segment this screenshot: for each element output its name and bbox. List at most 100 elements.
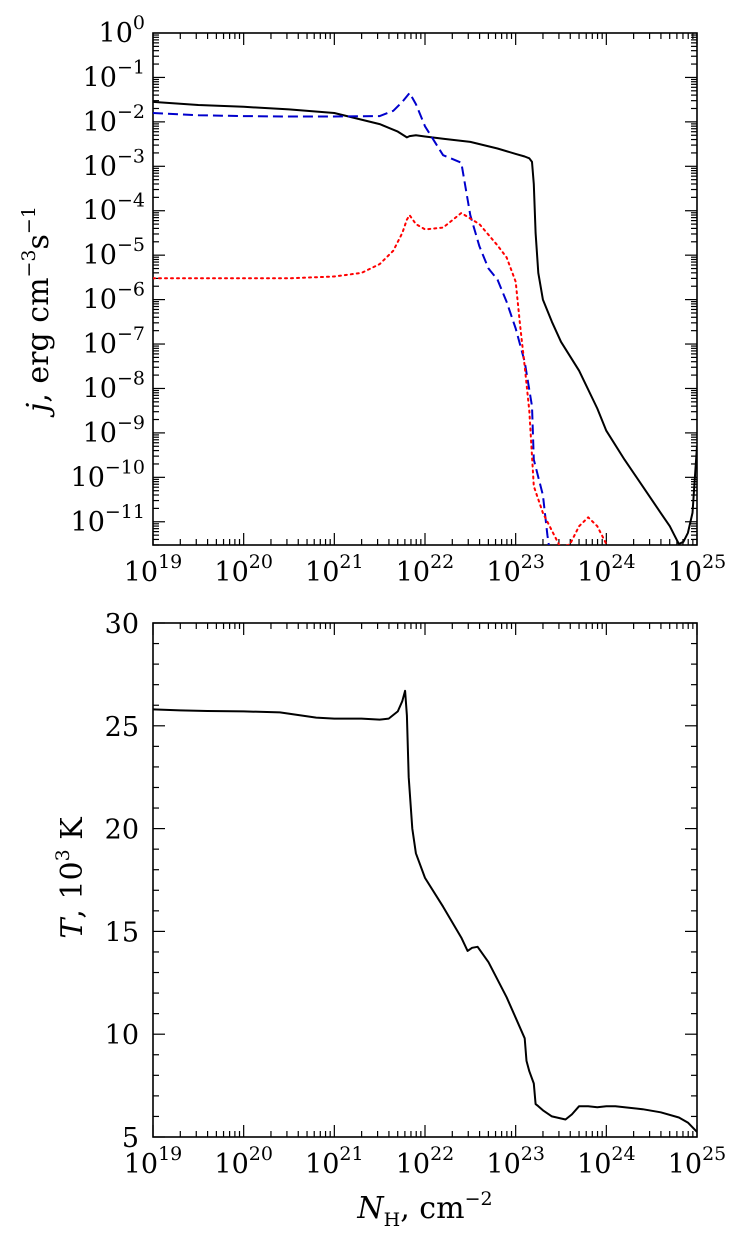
x-tick-base: 10 (214, 557, 248, 588)
y-tick-exponent: −6 (117, 279, 145, 301)
series-line-T (153, 689, 697, 1133)
y-tick-label: 10 (105, 1020, 139, 1051)
x-axis-unit-text: , cm (400, 1191, 464, 1226)
series-group (153, 689, 697, 1133)
x-tick-label: 1021 (305, 1143, 364, 1180)
y-tick-exponent: −4 (117, 190, 145, 212)
y-tick-label: 10−8 (83, 367, 145, 404)
x-tick-base: 10 (396, 557, 430, 588)
y-tick-base: 10 (83, 373, 117, 404)
x-tick-label: 1024 (577, 551, 636, 588)
x-tick-exponent: 20 (249, 551, 273, 573)
y-tick-base: 10 (83, 196, 117, 227)
temperature-panel: 1019 1020 1021 1022 1023 1024 102551015202530T… (52, 609, 726, 1231)
y-axis-unit-text: s (21, 234, 56, 249)
x-ticks (152, 33, 698, 545)
x-tick-exponent: 24 (611, 551, 635, 573)
x-tick-label: 1020 (214, 551, 273, 588)
y-tick-label: 10−2 (83, 101, 145, 138)
y-tick-base: 10 (99, 18, 133, 49)
x-tick-exponent: 19 (158, 551, 182, 573)
x-tick-exponent: 20 (249, 1143, 273, 1165)
y-axis-exponent: −1 (18, 206, 40, 234)
x-axis-exponent: −2 (465, 1188, 493, 1210)
x-axis-title: NH, cm−2 (356, 1188, 492, 1231)
x-tick-base: 10 (214, 1149, 248, 1180)
y-tick-label: 10−3 (83, 145, 145, 182)
series-group (153, 92, 697, 545)
x-tick-exponent: 22 (430, 551, 454, 573)
y-tick-label: 30 (105, 609, 139, 640)
x-tick-label: 1025 (668, 551, 727, 588)
y-tick-label: 20 (105, 815, 139, 846)
plot-frame (152, 32, 698, 546)
y-axis-title: T, 103 K (52, 817, 90, 939)
x-tick-exponent: 23 (521, 551, 545, 573)
x-tick-label: 1022 (396, 551, 455, 588)
y-tick-exponent: −8 (117, 367, 145, 389)
y-tick-base: 10 (71, 507, 105, 538)
y-axis-var: T (55, 917, 90, 939)
y-axis-var: j (21, 403, 56, 418)
y-tick-exponent: −3 (117, 145, 145, 167)
y-axis-unit-text: , erg cm (21, 277, 56, 402)
y-tick-exponent: 0 (133, 12, 145, 34)
x-tick-exponent: 25 (702, 1143, 726, 1165)
y-tick-label: 10−9 (83, 412, 145, 449)
y-axis-title: j, erg cm−3s−1 (18, 206, 56, 418)
x-tick-label: 1024 (577, 1143, 636, 1180)
y-tick-label: 10−10 (71, 456, 145, 493)
x-tick-base: 10 (124, 557, 158, 588)
x-tick-exponent: 24 (611, 1143, 635, 1165)
x-tick-exponent: 21 (339, 1143, 363, 1165)
y-tick-label: 10−1 (83, 56, 145, 93)
y-axis-unit-text: K (55, 817, 90, 850)
x-tick-label: 1022 (396, 1143, 455, 1180)
y-tick-exponent: −2 (117, 101, 145, 123)
y-tick-base: 10 (83, 285, 117, 316)
y-tick-label: 100 (99, 12, 145, 49)
x-ticks (152, 623, 698, 1137)
y-tick-exponent: −11 (105, 501, 145, 523)
y-tick-label: 10−5 (83, 234, 145, 271)
emissivity-panel: 1019 1020 1021 1022 1023 1024 102510010−110−21… (18, 12, 726, 588)
x-tick-label: 1019 (124, 1143, 183, 1180)
x-tick-label: 1023 (486, 551, 545, 588)
y-tick-label: 10−4 (83, 190, 145, 227)
y-tick-exponent: −9 (117, 412, 145, 434)
x-axis-var: N (356, 1191, 385, 1226)
x-tick-base: 10 (668, 557, 702, 588)
y-ticks (153, 34, 697, 546)
x-tick-base: 10 (668, 1149, 702, 1180)
x-tick-label: 1025 (668, 1143, 727, 1180)
y-tick-exponent: −10 (105, 456, 145, 478)
y-tick-base: 10 (83, 418, 117, 449)
y-ticks (153, 622, 697, 1138)
x-tick-label: 1021 (305, 551, 364, 588)
x-tick-base: 10 (577, 557, 611, 588)
x-tick-base: 10 (305, 1149, 339, 1180)
x-tick-label: 1019 (124, 551, 183, 588)
x-tick-base: 10 (305, 557, 339, 588)
y-tick-exponent: −7 (117, 323, 145, 345)
x-tick-base: 10 (577, 1149, 611, 1180)
y-tick-base: 10 (83, 62, 117, 93)
x-tick-label: 1020 (214, 1143, 273, 1180)
x-tick-base: 10 (124, 1149, 158, 1180)
x-tick-exponent: 21 (339, 551, 363, 573)
series-line-dotted (153, 212, 609, 545)
x-tick-label: 1023 (486, 1143, 545, 1180)
x-tick-exponent: 23 (521, 1143, 545, 1165)
y-tick-base: 10 (83, 107, 117, 138)
y-tick-exponent: −5 (117, 234, 145, 256)
y-tick-base: 10 (83, 240, 117, 271)
x-axis-subscript: H (384, 1209, 401, 1231)
y-axis-exponent: −3 (18, 249, 40, 277)
y-tick-label: 10−7 (83, 323, 145, 360)
y-tick-label: 10−6 (83, 279, 145, 316)
y-axis-exponent: 3 (52, 849, 74, 861)
x-tick-exponent: 19 (158, 1143, 182, 1165)
y-tick-label: 5 (122, 1123, 139, 1154)
x-tick-exponent: 22 (430, 1143, 454, 1165)
